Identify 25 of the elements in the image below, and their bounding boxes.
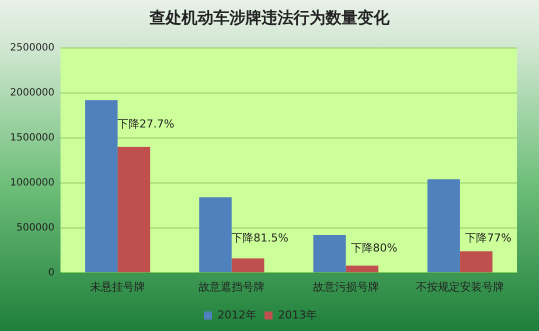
x-tick-label: 故意污损号牌: [312, 280, 379, 294]
bar: [460, 251, 492, 272]
x-tick-label: 故意遮挡号牌: [198, 280, 265, 294]
bar: [232, 258, 264, 272]
y-tick-label: 1000000: [10, 177, 55, 188]
annotation: 下降81.5%: [231, 231, 288, 244]
y-tick-label: 0: [48, 267, 55, 278]
annotation: 下降80%: [350, 241, 398, 254]
bar: [346, 266, 378, 272]
x-tick-label: 不按规定安装号牌: [416, 280, 504, 294]
y-tick-label: 500000: [16, 222, 55, 234]
y-tick-label: 2500000: [10, 42, 55, 54]
annotation: 下降77%: [464, 231, 512, 244]
legend-label: 2013年: [278, 308, 317, 322]
annotation: 下降27.7%: [117, 117, 174, 130]
bar: [199, 197, 232, 272]
bar: [427, 179, 460, 272]
y-tick-label: 1500000: [10, 132, 55, 144]
chart-title: 查处机动车涉牌违法行为数量变化: [148, 8, 390, 29]
y-tick-label: 2000000: [10, 88, 55, 99]
bar: [118, 146, 150, 272]
x-tick-label: 未悬挂号牌: [90, 280, 146, 294]
bar: [313, 235, 346, 272]
bar: [85, 100, 118, 272]
legend-label: 2012年: [218, 308, 257, 322]
